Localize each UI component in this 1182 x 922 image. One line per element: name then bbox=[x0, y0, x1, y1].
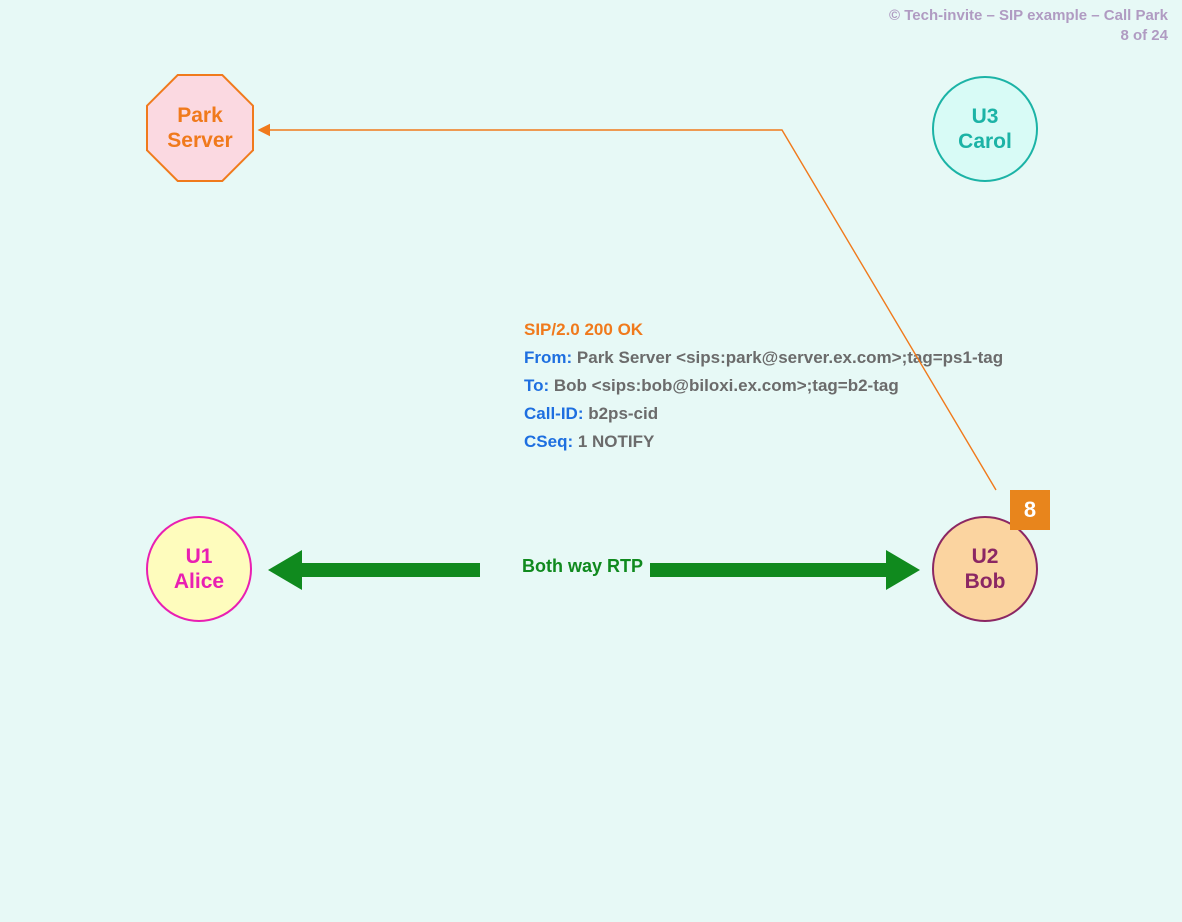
sip-header-label: CSeq: bbox=[524, 432, 573, 451]
sip-header-row: From: Park Server <sips:park@server.ex.c… bbox=[524, 344, 1003, 372]
copyright-line: © Tech-invite – SIP example – Call Park bbox=[889, 6, 1168, 26]
rtp-label: Both way RTP bbox=[522, 556, 643, 577]
sip-header-label: Call-ID: bbox=[524, 404, 584, 423]
sip-header-value: 1 NOTIFY bbox=[573, 432, 654, 451]
node-park-server: Park Server bbox=[146, 74, 254, 182]
node-park-server-label: Park Server bbox=[167, 103, 232, 153]
sip-header-value: Park Server <sips:park@server.ex.com>;ta… bbox=[572, 348, 1003, 367]
sip-header-label: To: bbox=[524, 376, 549, 395]
node-u3-carol: U3 Carol bbox=[932, 76, 1038, 182]
sip-header-value: Bob <sips:bob@biloxi.ex.com>;tag=b2-tag bbox=[549, 376, 899, 395]
node-u2-bob: U2 Bob bbox=[932, 516, 1038, 622]
sip-header-label: From: bbox=[524, 348, 572, 367]
node-park-server-body: Park Server bbox=[148, 76, 252, 180]
diagram-canvas: © Tech-invite – SIP example – Call Park … bbox=[0, 0, 1182, 922]
sip-status-line: SIP/2.0 200 OK bbox=[524, 316, 1003, 344]
page-counter: 8 of 24 bbox=[889, 26, 1168, 46]
step-badge: 8 bbox=[1010, 490, 1050, 530]
node-u1-alice: U1 Alice bbox=[146, 516, 252, 622]
node-u2-bob-label: U2 Bob bbox=[965, 544, 1006, 594]
sip-header-value: b2ps-cid bbox=[584, 404, 659, 423]
sip-header-row: CSeq: 1 NOTIFY bbox=[524, 428, 1003, 456]
sip-header-row: To: Bob <sips:bob@biloxi.ex.com>;tag=b2-… bbox=[524, 372, 1003, 400]
sip-header-row: Call-ID: b2ps-cid bbox=[524, 400, 1003, 428]
page-header: © Tech-invite – SIP example – Call Park … bbox=[889, 6, 1168, 45]
node-u3-carol-label: U3 Carol bbox=[958, 104, 1012, 154]
sip-message-block: SIP/2.0 200 OK From: Park Server <sips:p… bbox=[524, 316, 1003, 456]
node-u1-alice-label: U1 Alice bbox=[174, 544, 224, 594]
